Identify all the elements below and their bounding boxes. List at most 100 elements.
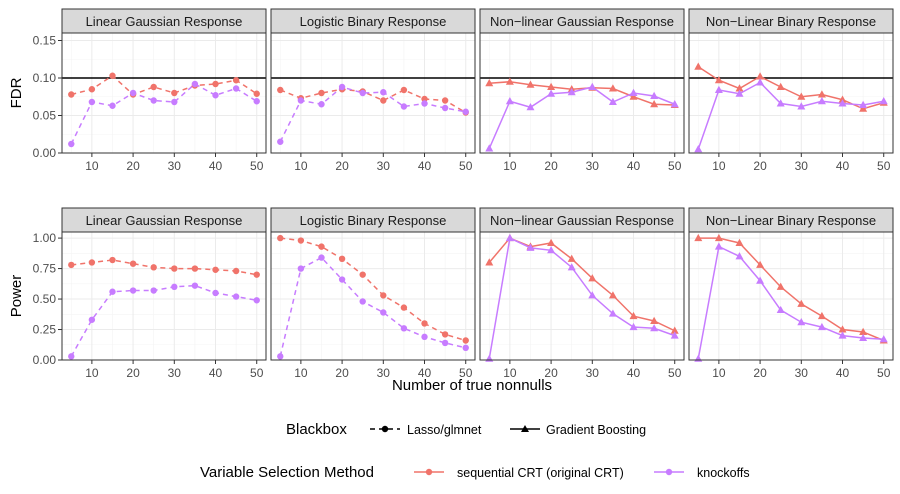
data-point <box>421 100 428 107</box>
facet-strip-label: Logistic Binary Response <box>300 14 447 29</box>
y-tick-label-fdr: 0.00 <box>33 146 57 160</box>
data-point <box>670 326 679 334</box>
data-point <box>526 243 535 251</box>
data-point <box>608 309 617 317</box>
data-point <box>171 283 178 291</box>
data-point <box>318 243 325 250</box>
data-point <box>109 288 116 295</box>
y-tick-label-fdr: 0.05 <box>33 109 57 123</box>
data-point <box>797 318 806 326</box>
legend-key-gradient-boosting <box>510 425 540 432</box>
x-tick-label: 30 <box>795 159 809 173</box>
data-point <box>547 238 556 246</box>
data-point <box>547 246 556 254</box>
data-point <box>462 344 469 352</box>
series-line <box>279 256 466 357</box>
series-knockoffs <box>485 82 679 152</box>
data-point <box>608 291 617 299</box>
x-axis-title: Number of true nonnulls <box>392 377 552 394</box>
data-point <box>171 265 178 272</box>
data-point <box>441 104 449 112</box>
data-point <box>547 82 556 90</box>
x-tick-label: 50 <box>250 366 264 380</box>
x-tick-label: 10 <box>85 366 99 380</box>
panel-border <box>61 32 267 154</box>
series-knockoffs <box>485 233 679 362</box>
data-point <box>797 299 806 307</box>
y-tick-label-power: 0.75 <box>33 262 57 276</box>
x-tick-label: 20 <box>335 366 349 380</box>
x-tick-label: 30 <box>168 159 182 173</box>
series-knockoffs <box>68 282 260 360</box>
data-point <box>608 84 617 92</box>
series-knockoffs <box>68 80 260 148</box>
data-point <box>421 320 428 327</box>
series-line <box>70 83 258 145</box>
x-tick-label: 10 <box>712 159 726 173</box>
data-point <box>380 292 387 299</box>
legend-label-gradient-boosting: Gradient Boosting <box>546 423 646 437</box>
data-point <box>441 331 449 338</box>
data-point <box>838 95 847 103</box>
data-point <box>338 276 346 283</box>
data-point <box>253 297 260 304</box>
facet-strip <box>479 8 685 34</box>
data-point <box>838 99 847 107</box>
y-axis-title-fdr: FDR <box>8 77 25 108</box>
data-point <box>608 97 617 105</box>
facet-strip-label: Non−Linear Binary Response <box>706 14 876 29</box>
data-point <box>297 265 305 272</box>
facet-strip-label: Non−linear Gaussian Response <box>490 14 674 29</box>
series-sequential-crt <box>694 233 888 344</box>
data-point <box>150 83 157 91</box>
data-point <box>776 305 785 314</box>
data-point <box>735 252 744 260</box>
facet-strip-label: Logistic Binary Response <box>300 213 447 228</box>
data-point <box>150 264 157 271</box>
data-point <box>650 100 659 108</box>
legend-key-lasso <box>370 425 400 433</box>
data-point <box>714 242 723 250</box>
data-point <box>838 331 847 339</box>
y-tick-label-power: 1.00 <box>33 231 57 245</box>
data-point <box>817 90 826 98</box>
data-point <box>670 100 679 108</box>
x-tick-label: 40 <box>836 366 850 380</box>
legend-blackbox-title: Blackbox <box>286 421 347 438</box>
panel-power-logistic-binary: Logistic Binary Response 10 20 30 40 50 <box>270 207 476 380</box>
x-tick-label: 20 <box>335 159 349 173</box>
series-line <box>697 245 884 359</box>
data-point <box>212 266 219 273</box>
series-line <box>488 86 676 149</box>
data-point <box>797 102 806 110</box>
x-tick-label: 20 <box>544 159 558 173</box>
x-tick-label: 50 <box>459 366 473 380</box>
data-point <box>567 254 576 262</box>
data-point <box>485 144 494 152</box>
data-point <box>359 271 366 278</box>
x-tick-label: 50 <box>877 159 891 173</box>
series-sequential-crt <box>277 234 469 344</box>
data-point <box>212 80 219 88</box>
panel-border <box>688 32 894 154</box>
data-point <box>318 101 325 108</box>
data-point <box>879 97 888 105</box>
data-point <box>68 353 75 360</box>
data-point <box>735 89 744 97</box>
data-point <box>421 95 428 103</box>
data-point <box>297 97 305 104</box>
data-point <box>191 282 199 289</box>
data-point <box>109 72 116 79</box>
data-point <box>694 62 703 70</box>
data-point <box>441 339 449 347</box>
x-tick-label: 10 <box>294 366 308 380</box>
data-point <box>817 97 826 105</box>
panel-border <box>479 32 685 154</box>
x-tick-label: 30 <box>795 366 809 380</box>
data-point <box>756 78 765 86</box>
y-tick-label-fdr: 0.15 <box>33 34 57 48</box>
data-point <box>150 97 157 104</box>
data-point <box>380 309 387 316</box>
data-point <box>129 287 137 294</box>
series-knockoffs <box>694 242 888 362</box>
